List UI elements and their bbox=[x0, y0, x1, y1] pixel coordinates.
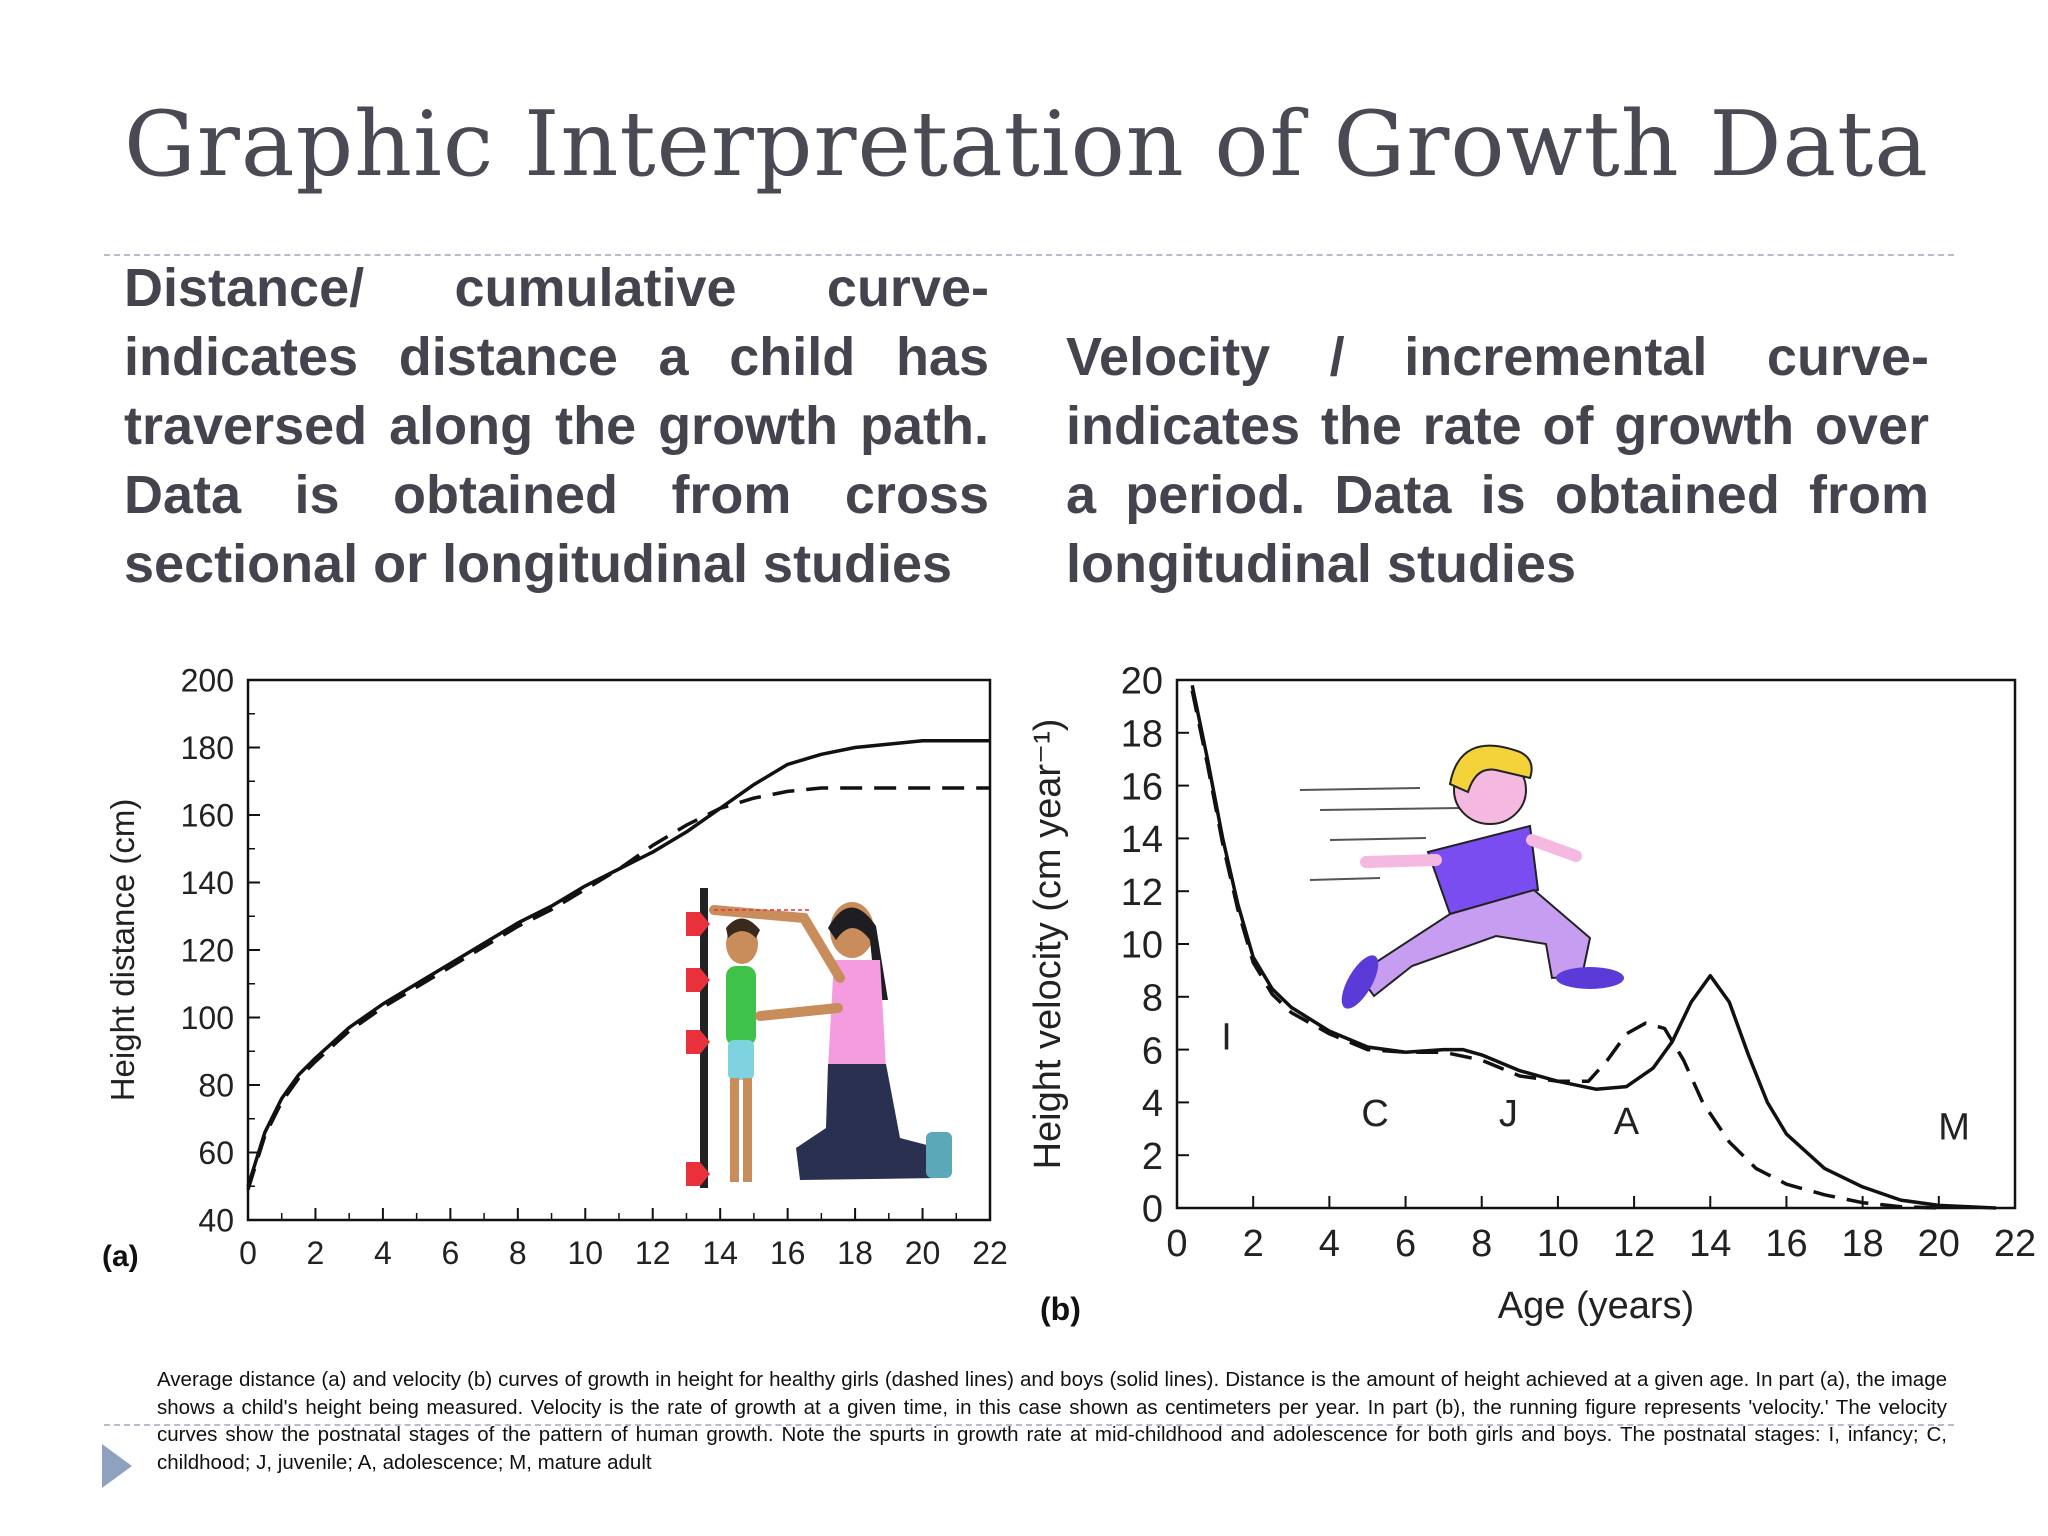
plot-frame-b bbox=[1175, 678, 2017, 1210]
x-tick-label-a-9: 18 bbox=[837, 1235, 873, 1271]
running-child-illustration-icon bbox=[1299, 744, 1624, 1009]
woman-legs bbox=[796, 1064, 946, 1180]
woman-shoe bbox=[926, 1132, 952, 1178]
x-tick-label-b-5: 10 bbox=[1537, 1223, 1579, 1265]
x-tick-label-a-3: 6 bbox=[441, 1235, 459, 1271]
y-axis-label-b: Height velocity (cm year⁻¹) bbox=[1027, 719, 1069, 1170]
y-tick-label-b-0: 0 bbox=[1142, 1189, 1163, 1231]
x-tick-label-b-3: 6 bbox=[1395, 1223, 1416, 1265]
series-line-b-solid bbox=[1190, 684, 1997, 1210]
speed-line-3 bbox=[1309, 877, 1381, 881]
height-marker-1 bbox=[686, 968, 710, 992]
height-marker-0 bbox=[686, 912, 710, 936]
velocity-chart: 0 2 4 6 8 10 12 14 16 18 20 22 0 2 4 6 8 10 12 14 16 18 20 Heig… bbox=[1027, 661, 2036, 1327]
x-tick-label-a-2: 4 bbox=[374, 1235, 392, 1271]
runner-arm-back bbox=[1360, 854, 1442, 868]
x-tick-label-a-8: 16 bbox=[770, 1235, 806, 1271]
x-tick-label-b-2: 4 bbox=[1319, 1223, 1340, 1265]
speed-line-2 bbox=[1329, 837, 1427, 841]
y-tick-label-b-7: 14 bbox=[1121, 819, 1163, 861]
y-tick-label-a-1: 60 bbox=[198, 1135, 234, 1171]
x-tick-label-a-5: 10 bbox=[567, 1235, 603, 1271]
height-marker-2 bbox=[686, 1030, 710, 1054]
y-tick-label-a-4: 120 bbox=[181, 933, 234, 969]
y-tick-label-b-8: 16 bbox=[1121, 766, 1163, 808]
y-tick-label-b-2: 4 bbox=[1142, 1083, 1163, 1125]
child-head bbox=[726, 924, 758, 964]
y-tick-label-a-6: 160 bbox=[181, 798, 234, 834]
stage-label-j: J bbox=[1499, 1093, 1518, 1135]
y-axis-label-a: Height distance (cm) bbox=[104, 799, 141, 1102]
y-tick-label-b-3: 6 bbox=[1142, 1030, 1163, 1072]
woman-shirt bbox=[828, 960, 886, 1068]
y-tick-label-a-8: 200 bbox=[181, 663, 234, 699]
child-shirt bbox=[726, 966, 756, 1046]
speed-line-1 bbox=[1319, 807, 1461, 811]
stage-label-m: M bbox=[1938, 1106, 1970, 1148]
x-tick-label-b-1: 2 bbox=[1243, 1223, 1264, 1265]
play-triangle-icon bbox=[102, 1444, 132, 1488]
measuring-child-illustration-icon bbox=[686, 888, 952, 1188]
y-tick-label-b-9: 18 bbox=[1121, 713, 1163, 755]
title-divider bbox=[104, 254, 1954, 256]
x-tick-label-a-6: 12 bbox=[635, 1235, 671, 1271]
child-hair bbox=[726, 918, 760, 938]
y-tick-label-b-4: 8 bbox=[1142, 977, 1163, 1019]
stage-label-a: A bbox=[1614, 1101, 1640, 1143]
woman-arm-lower bbox=[755, 1003, 843, 1021]
y-tick-label-b-5: 10 bbox=[1121, 925, 1163, 967]
child-shorts bbox=[728, 1040, 754, 1080]
series-line-a-dashed bbox=[246, 786, 990, 1191]
x-tick-label-b-11: 22 bbox=[1994, 1223, 2036, 1265]
x-tick-label-a-11: 22 bbox=[972, 1235, 1008, 1271]
y-tick-label-b-1: 2 bbox=[1142, 1136, 1163, 1178]
runner-shirt bbox=[1426, 824, 1540, 916]
x-tick-label-a-1: 2 bbox=[307, 1235, 325, 1271]
y-tick-label-a-3: 100 bbox=[181, 1000, 234, 1036]
height-marker-3 bbox=[686, 1162, 710, 1186]
x-tick-label-a-0: 0 bbox=[239, 1235, 257, 1271]
runner-hair bbox=[1448, 744, 1533, 794]
x-tick-label-a-7: 14 bbox=[702, 1235, 738, 1271]
woman-arm-raised bbox=[709, 905, 845, 983]
slide-title: Graphic Interpretation of Growth Data bbox=[124, 92, 1929, 197]
y-tick-label-b-10: 20 bbox=[1121, 661, 1163, 703]
x-tick-label-b-9: 18 bbox=[1841, 1223, 1883, 1265]
y-tick-label-a-2: 80 bbox=[198, 1068, 234, 1104]
woman-hair bbox=[828, 907, 888, 1000]
figure-caption: Average distance (a) and velocity (b) cu… bbox=[157, 1368, 1947, 1474]
x-tick-label-a-10: 20 bbox=[905, 1235, 941, 1271]
speed-line-0 bbox=[1299, 787, 1421, 791]
y-tick-label-b-6: 12 bbox=[1121, 872, 1163, 914]
x-tick-label-b-8: 16 bbox=[1765, 1223, 1807, 1265]
runner-shoe-front bbox=[1556, 967, 1624, 989]
panel-label-b: (b) bbox=[1040, 1291, 1081, 1327]
panel-label-a: (a) bbox=[102, 1240, 139, 1273]
y-tick-label-a-7: 180 bbox=[181, 730, 234, 766]
x-tick-label-b-10: 20 bbox=[1918, 1223, 1960, 1265]
distance-curve-description: Distance/ cumulative curve- indicates di… bbox=[124, 258, 989, 594]
x-tick-label-b-0: 0 bbox=[1166, 1223, 1187, 1265]
stage-label-c: C bbox=[1361, 1093, 1388, 1135]
child-leg-left bbox=[730, 1078, 739, 1182]
x-tick-label-b-4: 8 bbox=[1471, 1223, 1492, 1265]
y-tick-label-a-5: 140 bbox=[181, 865, 234, 901]
footer-divider bbox=[104, 1424, 1954, 1426]
x-tick-label-b-7: 14 bbox=[1689, 1223, 1731, 1265]
distance-chart: 0 2 4 6 8 10 12 14 16 18 20 22 40 60 80 100 120 140 160 180… bbox=[102, 663, 1008, 1273]
stage-label-i: I bbox=[1221, 1017, 1232, 1059]
y-tick-label-a-0: 40 bbox=[198, 1203, 234, 1239]
velocity-curve-description: Velocity / incremental curve- indicates … bbox=[1066, 327, 1929, 594]
runner-shoe-back bbox=[1341, 955, 1379, 1009]
child-leg-right bbox=[743, 1078, 752, 1182]
x-tick-label-a-4: 8 bbox=[509, 1235, 527, 1271]
series-line-a-solid bbox=[246, 739, 990, 1187]
x-axis-label-b: Age (years) bbox=[1498, 1285, 1694, 1327]
x-tick-label-b-6: 12 bbox=[1613, 1223, 1655, 1265]
runner-arm-front bbox=[1526, 834, 1582, 862]
